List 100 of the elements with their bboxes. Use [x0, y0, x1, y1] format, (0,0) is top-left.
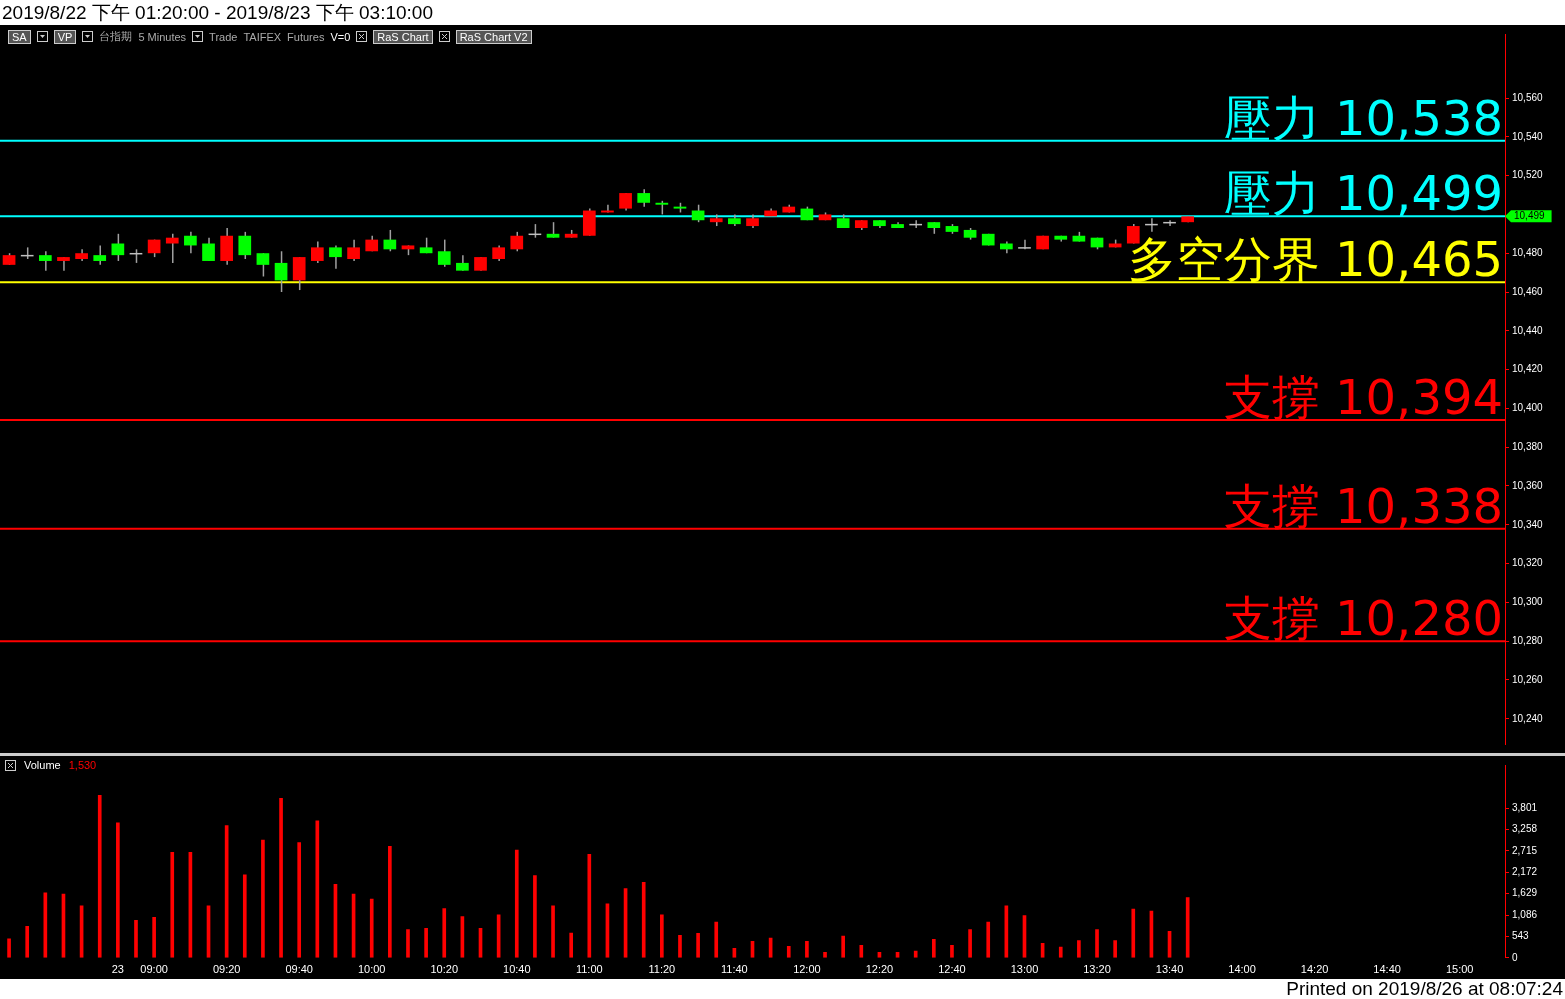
y-tick-label: 10,520: [1512, 169, 1544, 181]
y-tick-label: 543: [1512, 930, 1530, 942]
y-tick-label: 2,172: [1512, 866, 1538, 878]
candlestick: [329, 244, 342, 270]
x-tick-label: 13:20: [1083, 963, 1111, 976]
x-tick-label: 10:40: [503, 963, 531, 976]
bar: [1077, 940, 1081, 958]
annotation: RaS Chart: [373, 29, 433, 44]
candlestick: [202, 236, 215, 262]
annotation: SA: [8, 29, 31, 44]
bar: [678, 935, 682, 958]
bar: [514, 849, 519, 958]
annotation: RaS Chart V2: [455, 29, 532, 44]
y-tick-label: 10,320: [1512, 557, 1544, 569]
y-tick-label: 10,560: [1512, 91, 1544, 103]
annotation: Futures: [287, 30, 325, 43]
bar: [442, 908, 447, 958]
candlestick: [292, 256, 306, 291]
ref-line-label: 支撐 10,394: [1223, 369, 1503, 426]
y-tick-label: 10,340: [1512, 518, 1544, 530]
bar: [152, 916, 156, 958]
x-tick-label: 09:40: [285, 963, 313, 976]
bar: [660, 914, 664, 958]
bar: [406, 929, 410, 958]
bar: [388, 846, 392, 958]
x-tick-label: 11:40: [721, 963, 748, 976]
y-tick-label: 3,258: [1512, 823, 1538, 835]
x-tick-label: 15:00: [1445, 963, 1474, 976]
ref-line-label: 支撐 10,338: [1223, 477, 1503, 534]
bar: [533, 875, 537, 958]
y-tick-label: 10,280: [1512, 634, 1544, 646]
x-tick-label: 12:40: [938, 963, 966, 976]
bar: [587, 853, 592, 958]
bar: [841, 935, 845, 958]
x-tick-label: 12:00: [793, 963, 821, 976]
bar: [1095, 929, 1099, 958]
candlestick: [1017, 238, 1032, 251]
bar: [424, 927, 428, 958]
annotation: V=0: [330, 30, 351, 43]
y-tick-label: 3,801: [1512, 801, 1538, 813]
x-tick-label: 11:00: [575, 963, 603, 976]
x-tick-label: 11:20: [648, 963, 676, 976]
bar: [786, 946, 791, 958]
bar: [369, 898, 374, 958]
y-tick-label: 10,540: [1512, 130, 1544, 142]
y-tick-label: 10,300: [1512, 596, 1544, 608]
bar: [170, 852, 175, 958]
bar: [968, 929, 972, 958]
candlestick: [165, 233, 179, 264]
x-tick-label: 13:40: [1155, 963, 1184, 976]
bar: [315, 820, 320, 958]
bar: [823, 951, 827, 958]
y-tick-label: 10,400: [1512, 402, 1544, 414]
y-tick-label: 10,260: [1512, 673, 1544, 685]
ref-line-label: 壓力 10,499: [1223, 165, 1503, 222]
y-tick-label: 10,480: [1512, 246, 1544, 258]
y-tick-label: 10,240: [1512, 712, 1544, 724]
bar: [25, 925, 30, 958]
bar: [932, 938, 936, 958]
y-tick-label: 10,440: [1512, 324, 1544, 336]
x-tick-label: 10:20: [430, 963, 459, 976]
text: Printed on 2019/8/26 at 08:07:24: [0, 978, 1565, 999]
candlestick: [238, 231, 252, 260]
candlestick: [437, 238, 451, 268]
bar: [261, 839, 265, 958]
candlestick: [510, 231, 524, 253]
y-tick-label: 1,629: [1512, 887, 1538, 899]
bar: [986, 921, 991, 958]
candlestick: [184, 231, 197, 254]
chart-title: Volume: [24, 759, 61, 771]
y-tick-label: 10,460: [1512, 285, 1544, 297]
candlestick: [57, 256, 70, 272]
candlestick: [274, 250, 288, 293]
y-tick-label: 2,715: [1512, 844, 1538, 856]
x-tick-label: 14:40: [1373, 963, 1401, 976]
x-tick-label: 13:00: [1010, 963, 1039, 976]
bar: [279, 798, 283, 958]
text: 10,499: [1514, 210, 1546, 222]
bar: [805, 940, 809, 958]
bar: [569, 932, 574, 958]
bar: [1185, 897, 1190, 958]
x-tick-label: 10:00: [357, 963, 386, 976]
candlestick: [347, 238, 360, 262]
bar: [913, 950, 918, 958]
annotation: VP: [53, 29, 77, 44]
x-tick-label: 09:00: [140, 963, 168, 976]
y-tick-label: 0: [1512, 951, 1518, 963]
bar: [116, 822, 120, 958]
x-tick-label: 12:20: [865, 963, 894, 976]
annotation: Trade: [209, 30, 238, 43]
annotation: TAIFEX: [243, 30, 282, 43]
annotation: 1,530: [68, 759, 97, 771]
annotation: 台指期: [99, 29, 133, 44]
bar: [714, 921, 719, 958]
bar: [134, 920, 138, 958]
x-tick-label: 14:20: [1300, 963, 1329, 976]
bar: [696, 933, 700, 958]
bar: [950, 944, 954, 958]
ref-line-label: 壓力 10,538: [1223, 89, 1503, 146]
x-tick-label: 14:00: [1228, 963, 1256, 976]
